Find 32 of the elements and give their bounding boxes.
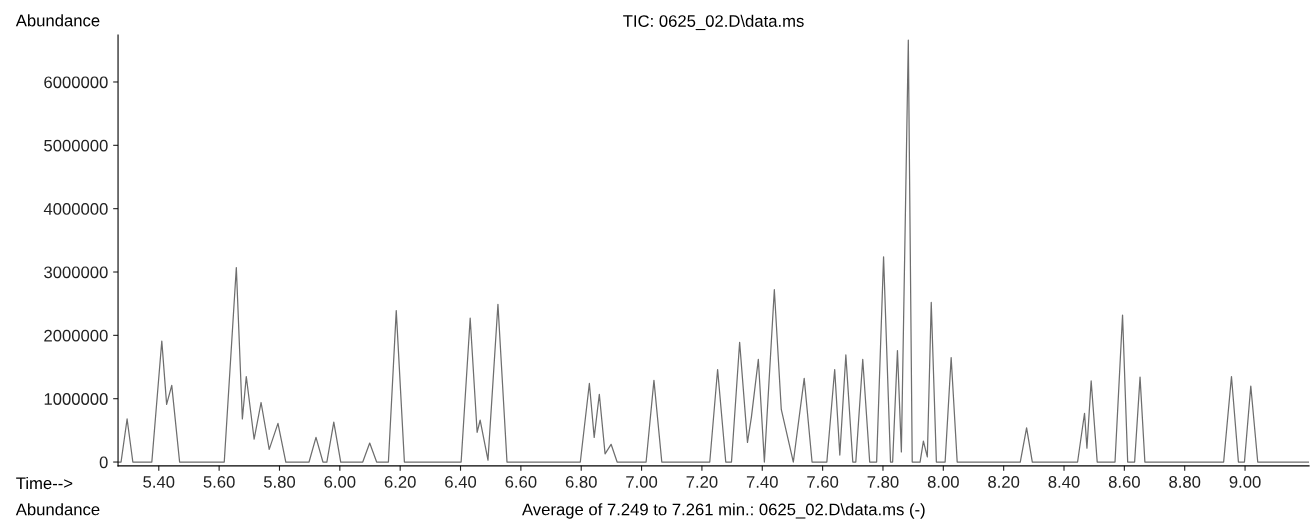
x-tick-label: 8.20 <box>988 476 1020 488</box>
y-tick-label: 2000000 <box>44 329 108 342</box>
y-tick-label: 4000000 <box>43 203 108 215</box>
x-tick-label: 5.80 <box>263 476 296 488</box>
x-tick-label: 5.60 <box>203 476 235 488</box>
y-tick-label: 6000000 <box>44 76 108 89</box>
x-tick-label: 6.20 <box>384 476 416 488</box>
x-tick-label: 7.60 <box>807 476 839 488</box>
text: Abundance <box>15 503 100 516</box>
x-tick-label: 7.80 <box>867 476 899 488</box>
x-tick-label: 7.20 <box>686 476 718 488</box>
x-tick-label: 6.40 <box>445 476 477 488</box>
y-tick-label: 3000000 <box>44 266 108 279</box>
x-tick-label: 8.40 <box>1048 476 1080 488</box>
x-tick-label: 6.80 <box>565 476 597 488</box>
x-tick-label: 6.00 <box>324 476 356 488</box>
y-tick-label: 0 <box>99 456 108 469</box>
x-tick-label: 8.80 <box>1169 476 1201 488</box>
x-tick-label: 9.00 <box>1229 476 1261 488</box>
x-tick-label: 7.40 <box>746 476 778 488</box>
chart-title: TIC: 0625_02.D\data.ms <box>623 14 804 31</box>
line-series <box>118 39 1310 463</box>
x-tick-label: 8.00 <box>927 476 959 488</box>
y-tick-label: 1000000 <box>44 393 108 405</box>
x-tick-label: 7.00 <box>626 476 658 488</box>
y-tick-label: 5000000 <box>44 139 108 152</box>
x-tick-label: 6.60 <box>505 476 537 488</box>
x-axis-title: Time--> <box>16 476 73 490</box>
x-tick-label: 5.40 <box>143 476 175 488</box>
y-axis-title: Abundance <box>15 14 100 27</box>
text: Average of 7.249 to 7.261 min.: 0625_02.D\data.ms (-) <box>522 503 925 519</box>
x-tick-label: 8.60 <box>1108 476 1140 488</box>
